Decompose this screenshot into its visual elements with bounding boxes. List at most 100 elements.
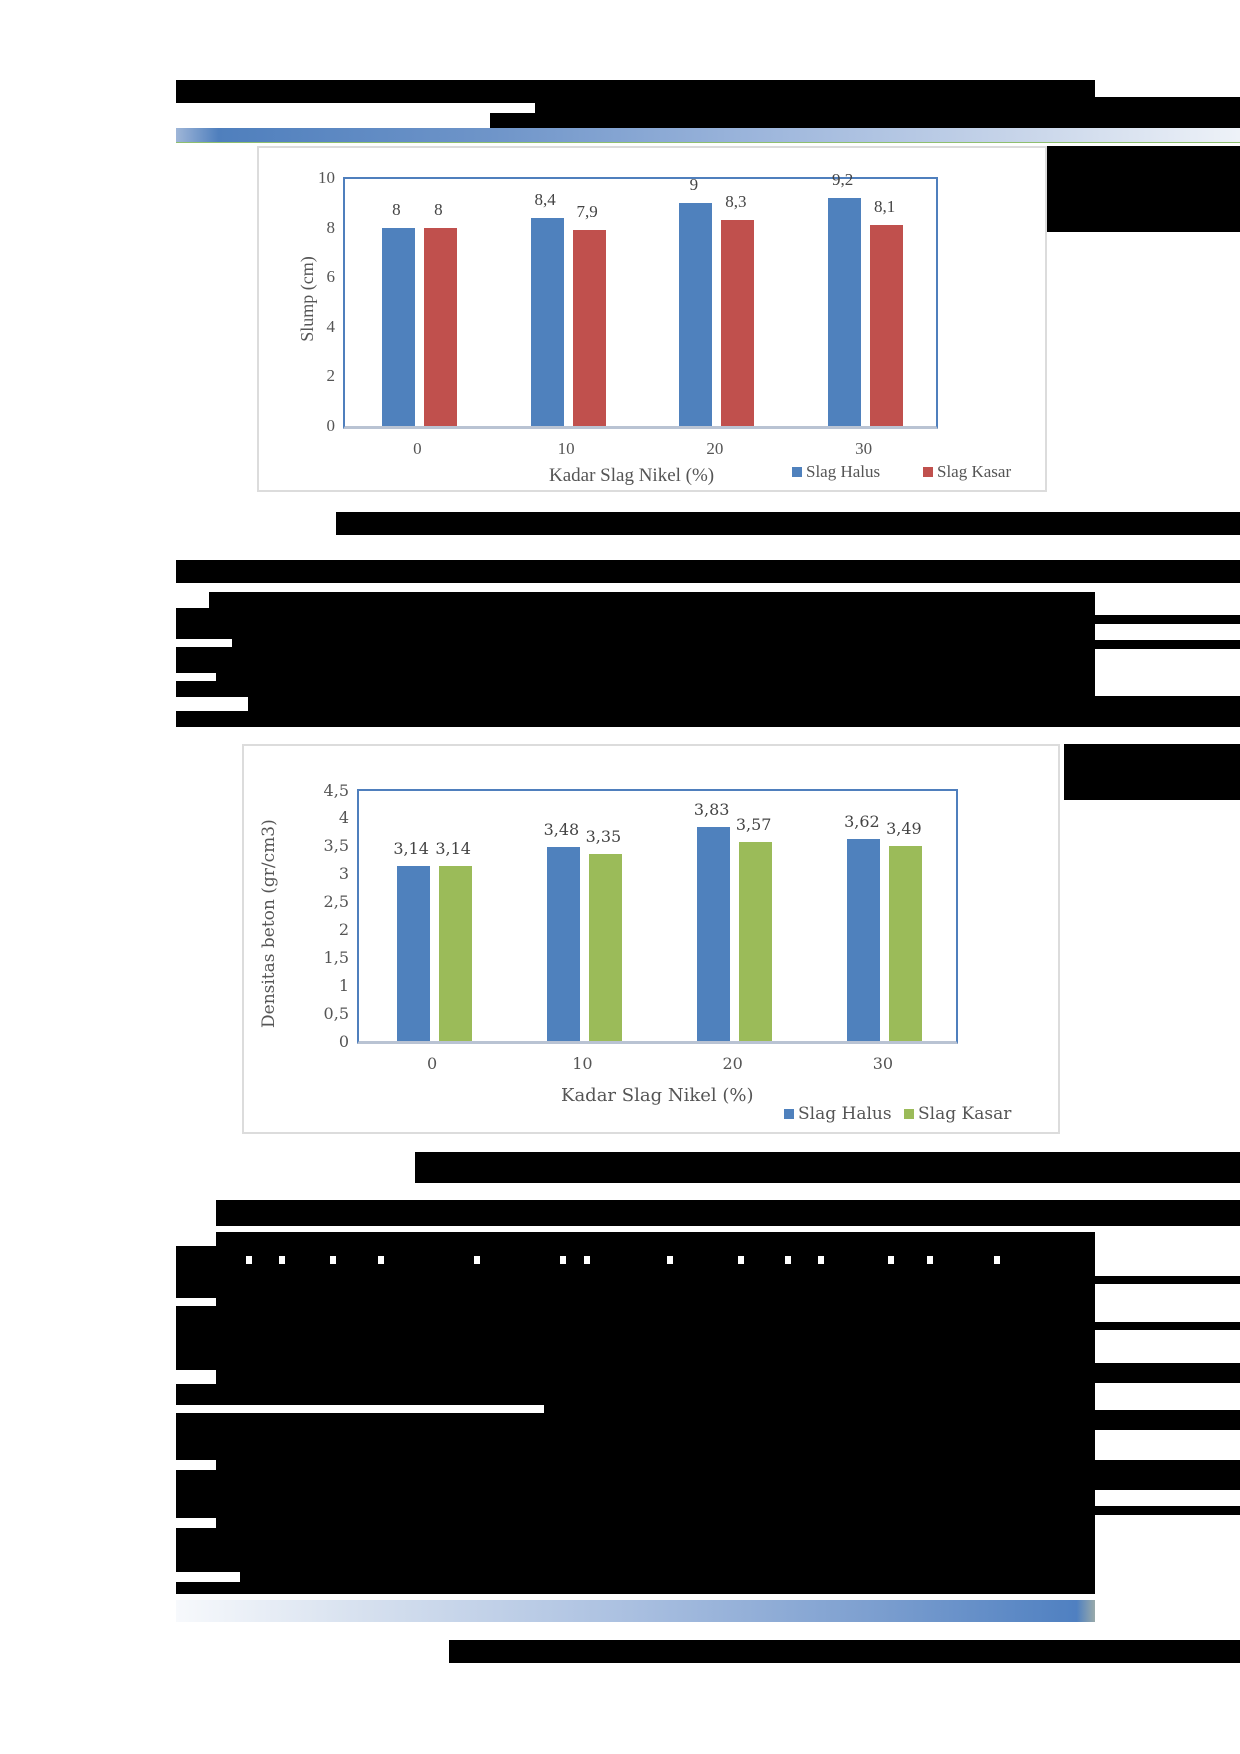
data-label: 8 <box>434 199 443 219</box>
y-tick-label: 4,5 <box>323 780 349 800</box>
bar-slag-halus-0 <box>396 865 430 1041</box>
data-label: 3,48 <box>543 819 580 839</box>
slump-chart: Slump (cm) Kadar Slag Nikel (%) Slag Hal… <box>257 146 1047 492</box>
paragraph-2-gap-d <box>176 1405 544 1413</box>
bar-slag-kasar-10 <box>572 230 606 426</box>
data-label: 3,57 <box>735 814 772 834</box>
paragraph-2-gap-b <box>176 1298 216 1306</box>
redaction-gap <box>818 1256 824 1264</box>
paragraph-2-overflow-a <box>1095 1276 1240 1284</box>
redaction-gap <box>474 1256 480 1264</box>
x-tick-label: 20 <box>722 1054 743 1073</box>
paragraph-1-overflow-c <box>1095 696 1240 727</box>
redaction-gap <box>785 1256 791 1264</box>
legend-swatch-blue-icon <box>792 467 802 477</box>
paragraph-1-gap-c <box>176 697 248 711</box>
data-label: 8 <box>392 199 401 219</box>
data-label: 8,4 <box>534 189 556 209</box>
y-tick-label: 6 <box>326 267 336 287</box>
y-tick-label: 0 <box>338 1031 349 1051</box>
bar-slag-kasar-0 <box>423 227 457 426</box>
redaction-gap <box>888 1256 894 1264</box>
paragraph-2-overflow-e <box>1095 1460 1240 1490</box>
bar-slag-halus-20 <box>697 827 731 1041</box>
redaction-gap <box>378 1256 384 1264</box>
slump-x-axis-title: Kadar Slag Nikel (%) <box>549 465 715 486</box>
slump-legend-item-kasar: Slag Kasar <box>923 462 1011 482</box>
paragraph-heading-redacted <box>176 560 1240 583</box>
x-tick-label: 20 <box>706 439 724 458</box>
y-tick-label: 0 <box>326 415 336 435</box>
redaction-gap <box>279 1256 285 1264</box>
bar-slag-halus-10 <box>546 846 580 1041</box>
paragraph-2-overflow-c <box>1095 1363 1240 1383</box>
bar-slag-halus-0 <box>381 227 415 426</box>
data-label: 8,1 <box>874 197 896 217</box>
y-tick-label: 2 <box>338 920 349 940</box>
header-gradient-rule <box>176 128 1240 143</box>
paragraph-2-gap-e <box>176 1460 216 1470</box>
legend-swatch-blue-icon <box>784 1109 794 1119</box>
paragraph-2-redacted <box>176 1232 1095 1594</box>
data-label: 9,2 <box>832 169 854 189</box>
density-legend-item-halus: Slag Halus <box>784 1104 892 1124</box>
x-tick-label: 10 <box>572 1054 593 1073</box>
bar-slag-kasar-20 <box>721 220 755 426</box>
y-tick-label: 3,5 <box>323 836 349 856</box>
figure-caption-2-redacted <box>415 1152 1240 1183</box>
redaction-gap <box>246 1256 252 1264</box>
paragraph-2-gap-c <box>176 1370 216 1384</box>
legend-swatch-green-icon <box>904 1109 914 1119</box>
density-plot-area <box>357 789 958 1044</box>
redaction-gap <box>994 1256 1000 1264</box>
density-chart: Densitas beton (gr/cm3) Kadar Slag Nikel… <box>242 744 1060 1134</box>
data-label: 3,49 <box>886 819 922 839</box>
paragraph-2-overflow-b <box>1095 1322 1240 1330</box>
bar-slag-kasar-0 <box>438 865 472 1041</box>
data-label: 7,9 <box>576 202 598 222</box>
bar-slag-kasar-30 <box>870 225 904 426</box>
x-tick-label: 0 <box>427 1054 438 1073</box>
y-tick-label: 4 <box>326 316 336 336</box>
paragraph-1-gap-a <box>176 639 232 647</box>
density-legend-item-kasar: Slag Kasar <box>904 1104 1011 1124</box>
redaction-gap <box>927 1256 933 1264</box>
paragraph-2-heading-redacted <box>216 1200 1240 1226</box>
bar-slag-halus-30 <box>828 197 862 426</box>
data-label: 3,35 <box>585 827 622 847</box>
y-tick-label: 1 <box>338 975 349 995</box>
legend-label: Slag Halus <box>798 1104 892 1124</box>
paragraph-1-overflow-b <box>1095 640 1240 649</box>
paragraph-1-indent-gap <box>176 592 209 608</box>
data-label: 3,14 <box>435 838 471 858</box>
redaction-gap <box>738 1256 744 1264</box>
slump-plot-area <box>343 177 938 429</box>
bar-slag-halus-30 <box>847 839 881 1041</box>
footer-gradient-rule <box>176 1600 1095 1622</box>
paragraph-2-gap-a <box>176 1232 216 1246</box>
paragraph-2-gap-f <box>176 1518 216 1528</box>
paragraph-1-overflow-a <box>1095 615 1240 624</box>
bar-slag-kasar-10 <box>588 854 622 1041</box>
paragraph-2-overflow-f <box>1095 1506 1240 1515</box>
legend-label: Slag Kasar <box>937 462 1012 481</box>
figure-caption-1-redacted <box>336 512 1240 535</box>
bar-slag-halus-20 <box>679 202 713 426</box>
header-subtitle-notch <box>490 103 535 113</box>
redaction-gap <box>330 1256 336 1264</box>
y-tick-label: 2 <box>326 366 336 386</box>
bar-slag-halus-10 <box>530 217 564 426</box>
density-y-axis-title: Densitas beton (gr/cm3) <box>259 819 279 1028</box>
bar-slag-kasar-30 <box>889 846 923 1041</box>
density-x-axis-title: Kadar Slag Nikel (%) <box>561 1085 754 1106</box>
x-tick-label: 0 <box>413 439 422 458</box>
figure-2-side-redacted <box>1064 744 1240 800</box>
y-tick-label: 10 <box>318 167 335 187</box>
data-label: 8,3 <box>725 192 747 212</box>
x-tick-label: 10 <box>557 439 575 458</box>
paragraph-1-gap-b <box>176 673 216 681</box>
data-label: 3,14 <box>393 838 429 858</box>
paragraph-2-overflow-d <box>1095 1410 1240 1430</box>
y-tick-label: 3 <box>338 864 349 884</box>
y-tick-label: 2,5 <box>323 892 349 912</box>
